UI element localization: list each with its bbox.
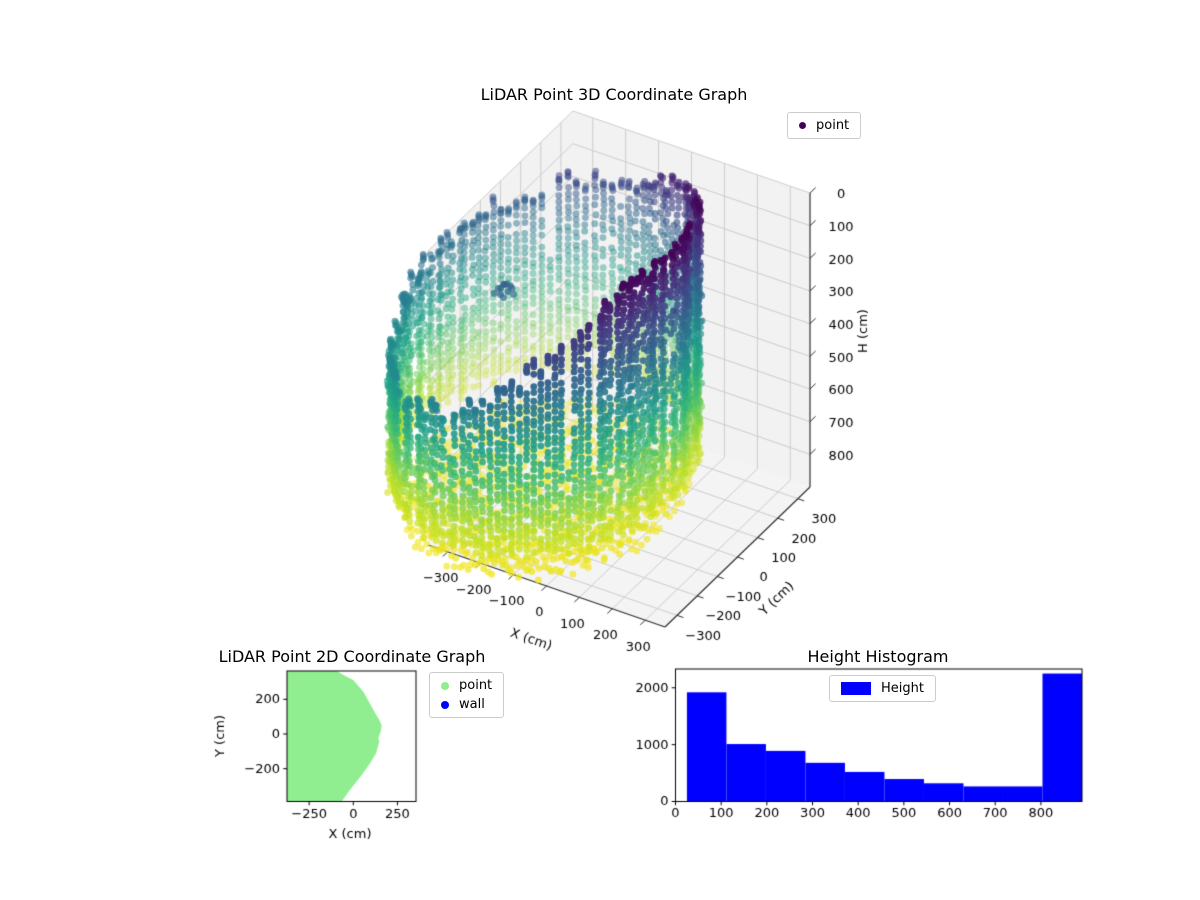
legend-3d-point-row: point xyxy=(799,118,849,133)
point2d-marker-icon xyxy=(441,681,449,690)
legend-histogram: Height xyxy=(829,675,936,702)
point3d-legend-label: point xyxy=(816,118,850,133)
wall-legend-label: wall xyxy=(459,697,485,712)
height-legend-label: Height xyxy=(881,681,924,696)
height-patch-icon xyxy=(841,682,871,695)
legend-2d-wall-row: wall xyxy=(441,697,492,712)
legend-2d: point wall xyxy=(429,672,505,718)
legend-3d: point xyxy=(787,112,862,139)
point3d-marker-icon xyxy=(799,122,806,129)
legend-histogram-row: Height xyxy=(841,681,924,696)
point2d-legend-label: point xyxy=(459,678,493,693)
histogram-title: Height Histogram xyxy=(807,647,949,666)
plot3d-title: LiDAR Point 3D Coordinate Graph xyxy=(480,85,748,104)
legend-2d-point-row: point xyxy=(441,678,492,693)
wall-marker-icon xyxy=(441,700,449,709)
plot2d-title: LiDAR Point 2D Coordinate Graph xyxy=(218,647,486,666)
